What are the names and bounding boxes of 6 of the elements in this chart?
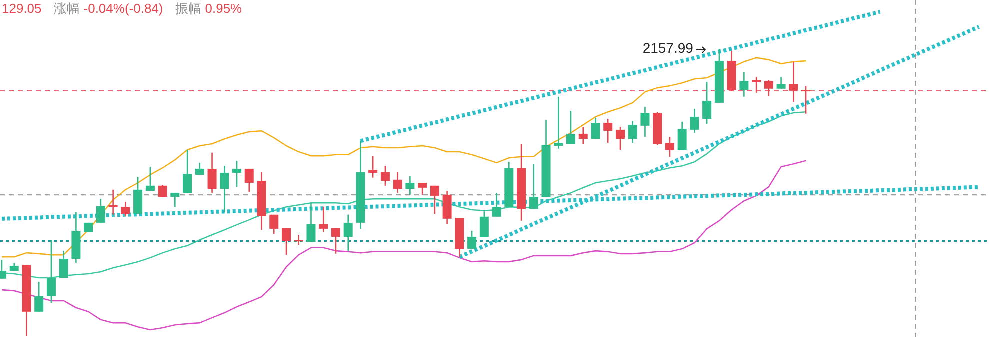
text: 0.95% [205, 1, 243, 16]
text: -0.04%(-0.84) [84, 1, 164, 16]
text: 涨幅 [54, 1, 80, 16]
text: 振幅 [175, 1, 202, 16]
text: 129.05 [2, 1, 42, 16]
annotation: 2157.99 [642, 40, 694, 56]
